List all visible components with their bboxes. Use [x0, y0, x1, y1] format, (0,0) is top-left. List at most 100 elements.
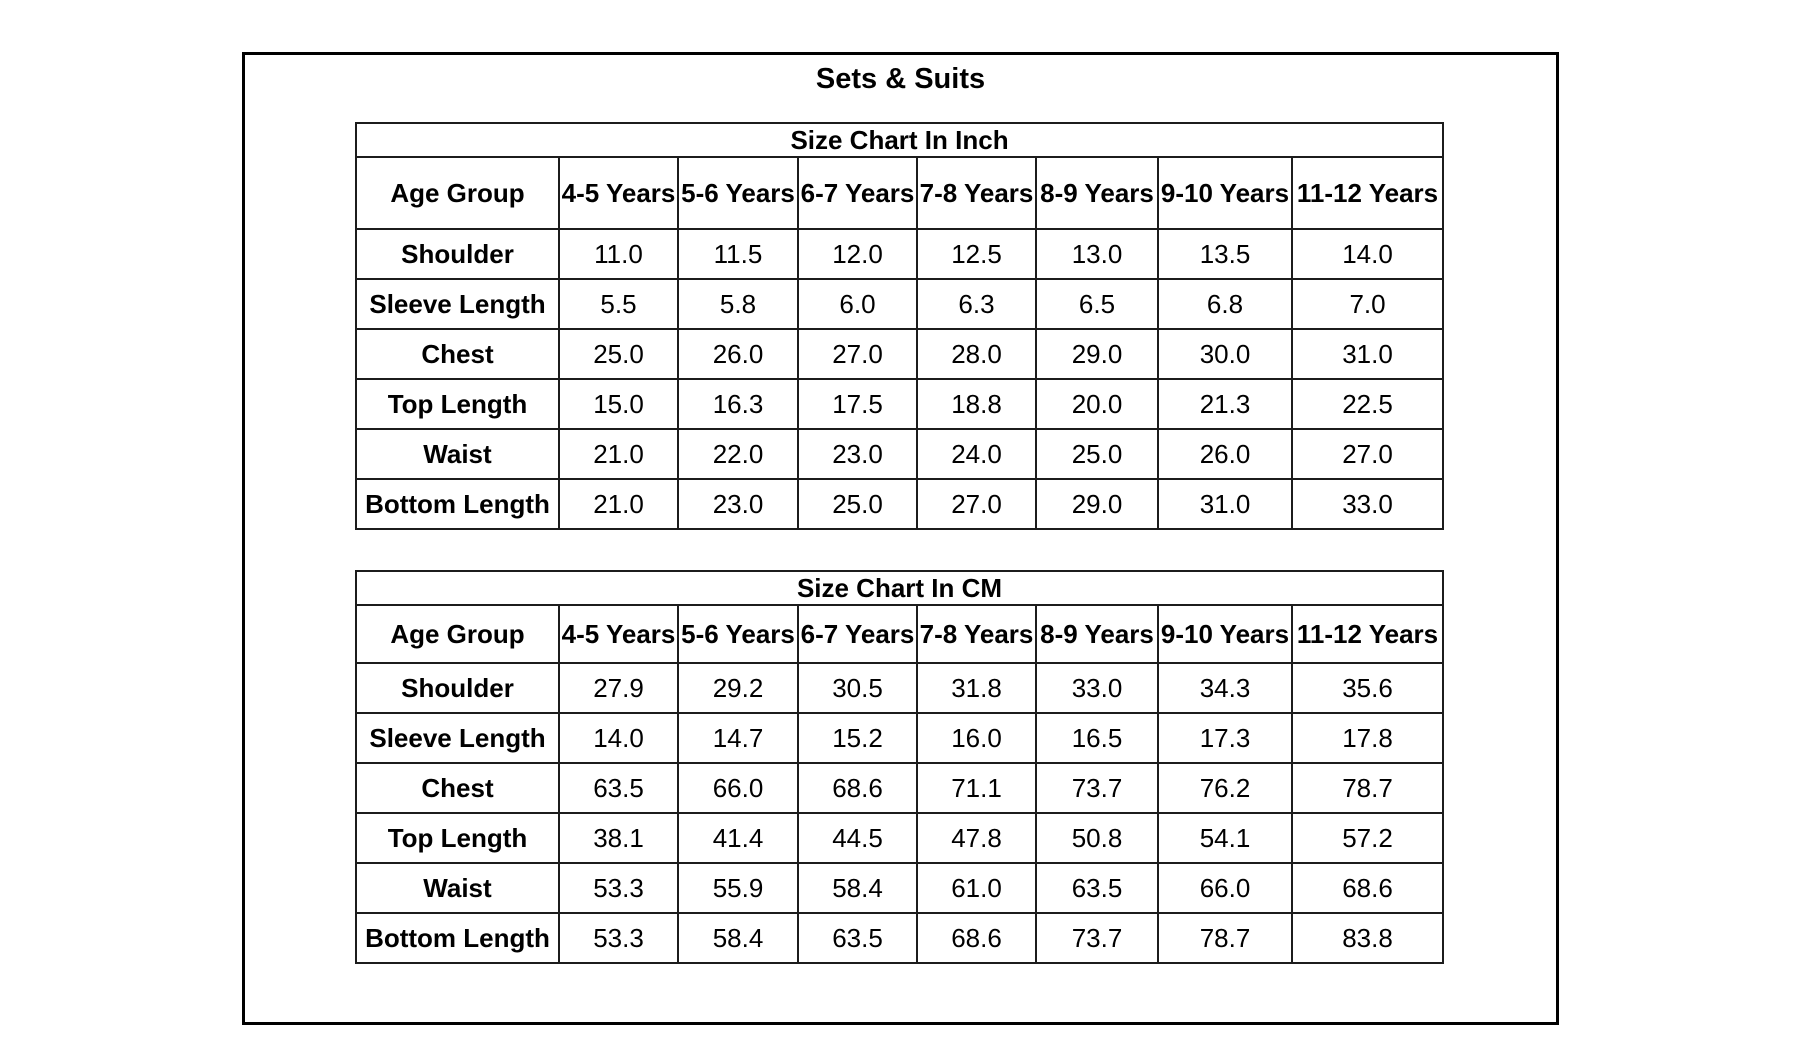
table-cell: 38.1	[558, 812, 679, 864]
table-cell: 53.3	[558, 862, 679, 914]
table-body: Shoulder 11.0 11.5 12.0 12.5 13.0 13.5 14.0 Slee…	[355, 228, 1445, 530]
table-cell: 20.0	[1035, 378, 1159, 430]
size-chart-table-inch: Size Chart In Inch Age Group 4-5 Years 5-6…	[354, 122, 1445, 530]
table-cell: 25.0	[797, 478, 918, 530]
table-row: Top Length 15.0 16.3 17.5 18.8 20.0 21.3 22.5	[355, 378, 1445, 430]
table-cell: 73.7	[1035, 912, 1159, 964]
row-label-header: Age Group	[355, 604, 560, 664]
column-header: 11-12 Years	[1290, 604, 1445, 664]
column-header: 7-8 Years	[916, 604, 1037, 664]
table-cell: 27.0	[916, 478, 1037, 530]
table-cell: 11.0	[558, 228, 679, 280]
table-cell: 7.0	[1290, 278, 1445, 330]
table-cell: 13.0	[1035, 228, 1159, 280]
table-cell: 13.5	[1157, 228, 1293, 280]
table-cell: 31.8	[916, 662, 1037, 714]
row-label: Bottom Length	[355, 478, 560, 530]
table-cell: 73.7	[1035, 762, 1159, 814]
column-header: 7-8 Years	[916, 156, 1037, 230]
row-label: Sleeve Length	[355, 278, 560, 330]
row-label: Shoulder	[355, 662, 560, 714]
table-cell: 31.0	[1290, 328, 1445, 380]
table-cell: 16.5	[1035, 712, 1159, 764]
table-cell: 47.8	[916, 812, 1037, 864]
row-label: Top Length	[355, 378, 560, 430]
table-cell: 6.3	[916, 278, 1037, 330]
table-cell: 29.0	[1035, 328, 1159, 380]
table-cell: 61.0	[916, 862, 1037, 914]
table-cell: 6.5	[1035, 278, 1159, 330]
table-row: Shoulder 11.0 11.5 12.0 12.5 13.0 13.5 14.0	[355, 228, 1445, 280]
table-cell: 26.0	[1157, 428, 1293, 480]
table-title: Size Chart In Inch	[354, 122, 1445, 158]
column-header: 6-7 Years	[797, 604, 918, 664]
table-cell: 50.8	[1035, 812, 1159, 864]
table-cell: 76.2	[1157, 762, 1293, 814]
table-cell: 63.5	[558, 762, 679, 814]
row-label: Chest	[355, 762, 560, 814]
table-cell: 29.2	[677, 662, 799, 714]
table-cell: 31.0	[1157, 478, 1293, 530]
column-header: 8-9 Years	[1035, 156, 1159, 230]
table-cell: 33.0	[1035, 662, 1159, 714]
row-label-header: Age Group	[355, 156, 560, 230]
table-cell: 28.0	[916, 328, 1037, 380]
table-cell: 27.0	[797, 328, 918, 380]
table-row: Sleeve Length 14.0 14.7 15.2 16.0 16.5 17.3 17.…	[355, 712, 1445, 764]
table-cell: 17.3	[1157, 712, 1293, 764]
table-cell: 14.7	[677, 712, 799, 764]
table-cell: 54.1	[1157, 812, 1293, 864]
page-title: Sets & Suits	[815, 63, 986, 95]
table-cell: 26.0	[677, 328, 799, 380]
table-cell: 18.8	[916, 378, 1037, 430]
table-row: Bottom Length 21.0 23.0 25.0 27.0 29.0 31.0 33.…	[355, 478, 1445, 530]
table-row: Sleeve Length 5.5 5.8 6.0 6.3 6.5 6.8 7.0	[355, 278, 1445, 330]
column-header: 4-5 Years	[558, 604, 679, 664]
table-cell: 5.5	[558, 278, 679, 330]
table-cell: 30.5	[797, 662, 918, 714]
table-title-row: Size Chart In CM	[354, 570, 1445, 606]
table-cell: 34.3	[1157, 662, 1293, 714]
table-cell: 6.8	[1157, 278, 1293, 330]
table-cell: 27.9	[558, 662, 679, 714]
table-header-row: Age Group 4-5 Years 5-6 Years 6-7 Years 7-8 …	[355, 156, 1445, 230]
table-cell: 17.5	[797, 378, 918, 430]
table-row: Waist 21.0 22.0 23.0 24.0 25.0 26.0 27.0	[355, 428, 1445, 480]
size-chart-table-cm: Size Chart In CM Age Group 4-5 Years 5-6 Y…	[354, 570, 1445, 964]
column-header: 6-7 Years	[797, 156, 918, 230]
table-cell: 68.6	[916, 912, 1037, 964]
table-cell: 68.6	[797, 762, 918, 814]
table-cell: 57.2	[1290, 812, 1445, 864]
table-cell: 53.3	[558, 912, 679, 964]
row-label: Waist	[355, 862, 560, 914]
column-header: 9-10 Years	[1157, 156, 1293, 230]
column-header: 5-6 Years	[677, 604, 799, 664]
table-cell: 63.5	[797, 912, 918, 964]
table-cell: 12.0	[797, 228, 918, 280]
table-cell: 15.2	[797, 712, 918, 764]
table-cell: 35.6	[1290, 662, 1445, 714]
table-row: Bottom Length 53.3 58.4 63.5 68.6 73.7 78.7 83.…	[355, 912, 1445, 964]
table-cell: 30.0	[1157, 328, 1293, 380]
table-cell: 23.0	[797, 428, 918, 480]
table-row: Waist 53.3 55.9 58.4 61.0 63.5 66.0 68.6	[355, 862, 1445, 914]
column-header: 11-12 Years	[1290, 156, 1445, 230]
column-header: 9-10 Years	[1157, 604, 1293, 664]
table-cell: 33.0	[1290, 478, 1445, 530]
table-cell: 21.0	[558, 478, 679, 530]
table-cell: 23.0	[677, 478, 799, 530]
table-cell: 12.5	[916, 228, 1037, 280]
row-label: Waist	[355, 428, 560, 480]
table-cell: 21.0	[558, 428, 679, 480]
row-label: Bottom Length	[355, 912, 560, 964]
table-cell: 24.0	[916, 428, 1037, 480]
table-cell: 14.0	[1290, 228, 1445, 280]
table-cell: 66.0	[1157, 862, 1293, 914]
row-label: Top Length	[355, 812, 560, 864]
table-cell: 17.8	[1290, 712, 1445, 764]
table-cell: 22.0	[677, 428, 799, 480]
table-row: Top Length 38.1 41.4 44.5 47.8 50.8 54.1 57.2	[355, 812, 1445, 864]
table-cell: 41.4	[677, 812, 799, 864]
table-cell: 16.0	[916, 712, 1037, 764]
